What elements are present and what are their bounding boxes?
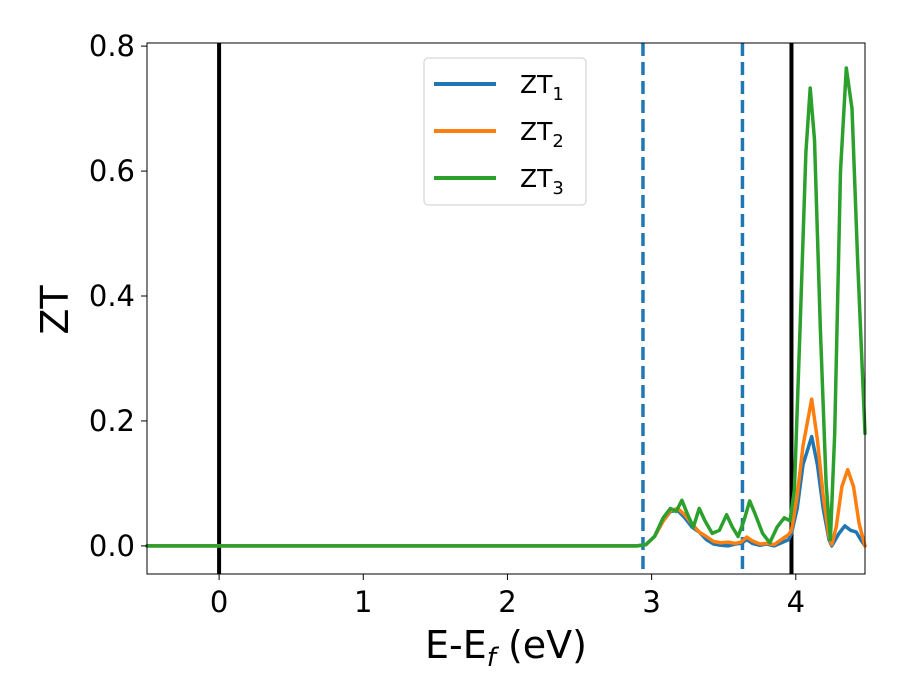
y-tick-label: 0.6: [89, 154, 135, 188]
x-tick-label: 3: [642, 585, 660, 619]
y-tick-label: 0.8: [89, 29, 135, 63]
x-tick-label: 4: [787, 585, 805, 619]
y-tick-label: 0.0: [89, 529, 135, 563]
legend: ZT1 ZT2 ZT3: [423, 57, 587, 206]
x-axis-ticks: 0 1 2 3 4: [210, 574, 805, 619]
reference-lines: [217, 43, 794, 574]
x-axis-title: E-Ef (eV): [425, 623, 587, 673]
x-tick-label: 0: [210, 585, 228, 619]
x-tick-label: 2: [498, 585, 516, 619]
y-axis-ticks: 0.0 0.2 0.4 0.6 0.8: [89, 29, 147, 563]
x-axis-title-unit: (eV): [496, 623, 587, 667]
series-lines: [145, 66, 867, 548]
series-line-zt3: [145, 66, 867, 548]
y-tick-label: 0.4: [89, 279, 135, 313]
legend-label-zt3: ZT3: [520, 164, 564, 199]
y-tick-label: 0.2: [89, 404, 135, 438]
x-tick-label: 1: [354, 585, 372, 619]
legend-label-zt2: ZT2: [520, 117, 564, 152]
legend-box: [423, 57, 587, 206]
legend-label-zt1: ZT1: [520, 70, 564, 105]
y-axis-title: ZT: [33, 285, 77, 335]
plot-frame: [146, 42, 866, 575]
